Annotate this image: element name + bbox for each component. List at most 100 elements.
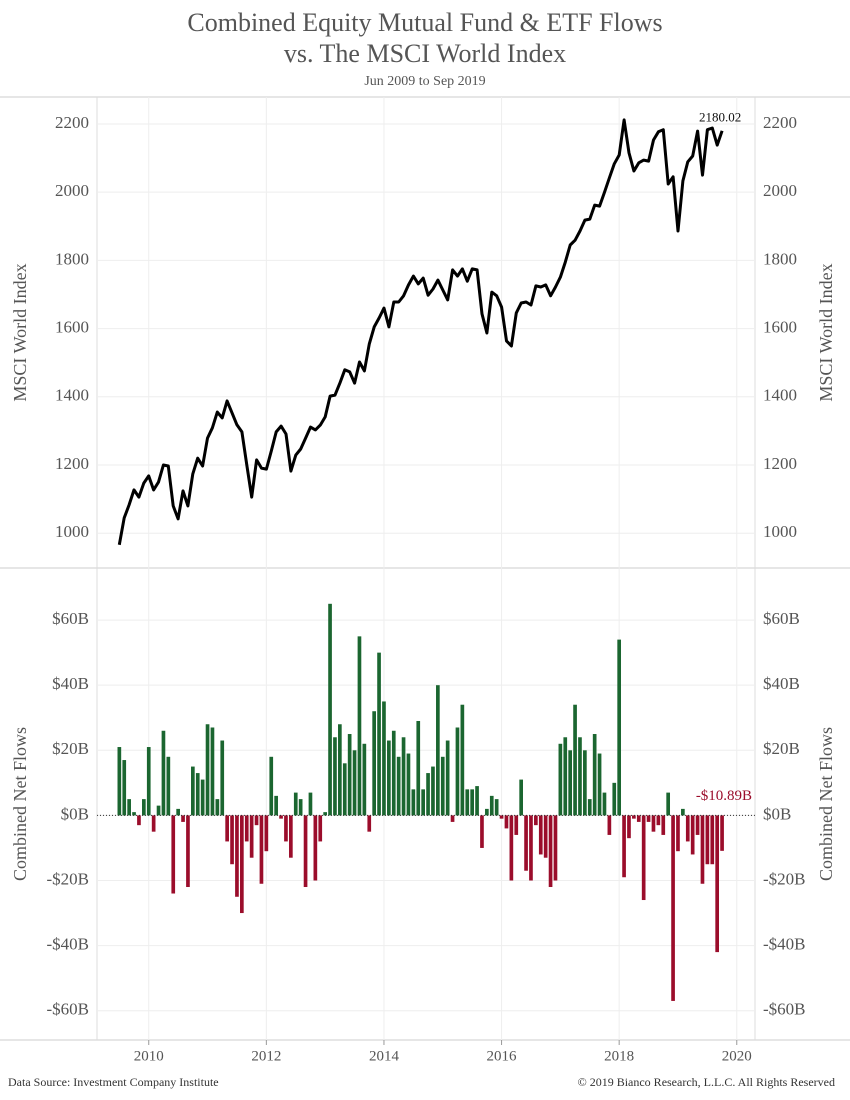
bar [333,737,337,816]
bar [622,815,626,878]
bar [538,815,543,855]
bar [514,815,519,835]
bar [396,756,401,816]
bar [264,815,269,852]
bar [573,704,577,816]
bar [632,815,636,819]
bar [406,753,411,816]
bar [695,815,700,835]
bar [676,815,680,852]
y2-tick-label: 1800 [763,249,797,268]
bar [230,815,234,865]
bar [524,815,528,871]
y2-tick-label: -$40B [763,935,806,954]
bar [465,789,470,816]
bar [225,815,229,842]
bar [303,815,308,888]
bar [690,815,695,855]
bar [426,773,430,816]
bar [289,815,293,858]
bar [191,766,195,816]
bar [470,789,474,816]
y2-tick-label: -$60B [763,1000,806,1019]
bar [646,815,651,822]
y2-tick-label: $0B [763,804,791,823]
x-tick-label: 2014 [369,1048,400,1064]
y-axis-title: MSCI World Index [10,263,30,401]
bar [543,815,548,858]
y-tick-label: $20B [52,739,89,758]
line-series [117,118,724,546]
bar [681,808,685,816]
y-tick-label: 1000 [55,522,89,541]
x-tick-label: 2018 [604,1048,634,1064]
y-tick-label: 1600 [55,317,89,336]
bar [210,727,215,816]
bar [710,815,715,865]
bar [181,815,185,822]
bar [436,685,440,816]
bar [607,815,612,835]
bar [661,815,666,835]
y2-tick-label: 1400 [763,386,797,405]
bar [583,750,587,816]
bar [445,740,450,816]
y2-tick-label: 2000 [763,181,797,200]
bar [715,815,720,953]
bar [137,815,141,826]
bar [685,815,690,842]
bar [450,815,455,822]
bar [617,639,622,816]
bar [499,815,504,819]
y-tick-label: 1200 [55,454,89,473]
bar [548,815,553,888]
bar [142,799,146,816]
bar [421,789,425,816]
bar [494,799,499,816]
bar [387,740,391,816]
bar [161,730,166,816]
bar [480,815,484,848]
bar [259,815,264,884]
bar [587,799,592,816]
x-tick-label: 2020 [722,1048,752,1064]
chart-subtitle: Jun 2009 to Sep 2019 [364,74,485,89]
y2-axis-title: MSCI World Index [816,263,836,401]
bar [347,734,352,816]
bar [235,815,239,897]
data-label: 2180.02 [699,110,741,125]
y2-tick-label: $20B [763,739,800,758]
y-tick-label: $0B [61,804,89,823]
bar [293,792,298,816]
bar [460,704,465,816]
bar [249,815,254,858]
bar [367,815,372,832]
bar [656,815,661,826]
bar [279,815,283,819]
source-note: Data Source: Investment Company Institut… [8,1075,219,1089]
bar [534,815,538,826]
bar [240,815,244,914]
bar [720,815,724,851]
y-tick-label: 1400 [55,386,89,405]
bar [485,808,489,816]
bar [597,753,602,816]
bar [489,795,494,816]
bar [558,743,563,816]
bar [612,782,617,816]
y-axis-title: Combined Net Flows [10,727,30,881]
chart-title: Combined Equity Mutual Fund & ETF Flows [187,8,662,37]
bar [352,750,357,816]
y-tick-label: 2200 [55,113,89,132]
bar [132,812,136,816]
bar [641,815,646,901]
bar [568,750,573,816]
bar [529,815,533,881]
y2-tick-label: 2200 [763,113,797,132]
bar [666,792,671,816]
x-tick-label: 2016 [487,1048,518,1064]
bar [671,815,675,1001]
bar [705,815,710,865]
x-tick-label: 2010 [134,1048,164,1064]
